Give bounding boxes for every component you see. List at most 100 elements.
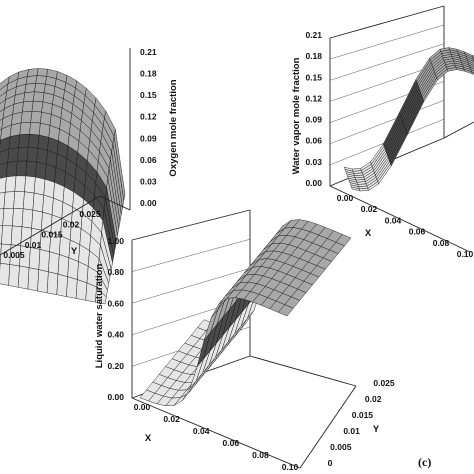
- liquid-z-tick-3: 0.40: [107, 330, 124, 340]
- panel-water-vapor: 0.210.180.150.120.090.060.030.00 0.000.0…: [291, 5, 474, 259]
- liquid-y-tick-5: 0: [328, 458, 333, 468]
- oxygen-z-tick-7: 0.00: [140, 198, 157, 208]
- oxygen-surface-cell: [75, 279, 88, 301]
- liquid-z-axis-label: Liquid water saturation: [94, 264, 105, 369]
- liquid-x-tick-3: 0.06: [223, 438, 240, 448]
- vapor-x-tick-labels: 0.00 0.02 0.04 0.06 0.08 0.10: [337, 193, 474, 259]
- oxygen-z-tick-1: 0.18: [140, 69, 157, 79]
- liquid-y-tick-3: 0.01: [343, 426, 360, 436]
- vapor-surface-cell: [351, 168, 362, 172]
- oxygen-surface-cell: [0, 263, 11, 286]
- liquid-y-tick-2: 0.015: [352, 410, 374, 420]
- panel-oxygen: 0.210.180.150.120.090.060.030.00 0.0250.…: [0, 47, 179, 305]
- liquid-z-tick-4: 0.20: [107, 361, 124, 371]
- oxygen-surface-cell: [6, 160, 18, 178]
- oxygen-surface-cell: [21, 208, 34, 229]
- vapor-surface-cell: [469, 66, 474, 72]
- oxygen-surface-cell: [7, 147, 19, 163]
- oxygen-surface-cell: [66, 276, 78, 299]
- liquid-front-edge: [131, 397, 301, 469]
- oxygen-surface-cell: [95, 286, 107, 305]
- vapor-z-tick-3: 0.12: [305, 93, 322, 103]
- liquid-right-edge: [299, 385, 357, 469]
- oxygen-z-tick-4: 0.09: [140, 133, 157, 143]
- oxygen-surface-cell: [20, 111, 33, 124]
- oxygen-surface-cell: [35, 161, 47, 180]
- oxygen-y-tick-3: 0.01: [25, 240, 42, 250]
- oxygen-z-tick-0: 0.21: [140, 47, 157, 57]
- liquid-y-axis-label: Y: [373, 424, 380, 435]
- oxygen-surface-cell: [28, 247, 41, 270]
- oxygen-surface-cell: [43, 178, 55, 199]
- oxygen-surface-cell: [30, 111, 42, 124]
- oxygen-surface-cell: [15, 160, 28, 177]
- vapor-x-tick-3: 0.06: [409, 227, 426, 237]
- oxygen-y-tick-0: 0.025: [79, 209, 101, 219]
- oxygen-z-tick-5: 0.06: [140, 155, 157, 165]
- liquid-z-tick-5: 0.00: [107, 392, 124, 402]
- oxygen-surface-cell: [36, 68, 49, 77]
- vapor-back-base: [443, 121, 474, 139]
- liquid-x-tick-4: 0.08: [252, 450, 269, 460]
- vapor-z-tick-2: 0.15: [305, 72, 322, 82]
- liquid-surface-cell: [335, 234, 352, 247]
- oxygen-surface-cell: [1, 225, 13, 245]
- liquid-x-tick-labels: 0.00 0.02 0.04 0.06 0.08 0.10: [134, 402, 299, 472]
- vapor-surface-cell: [470, 69, 474, 73]
- oxygen-surface-cell: [24, 83, 36, 93]
- liquid-grid-line: [131, 238, 251, 272]
- oxygen-y-axis-label: Y: [71, 246, 78, 257]
- oxygen-surface-cell: [22, 100, 34, 113]
- oxygen-z-axis-label: Oxygen mole fraction: [168, 79, 179, 176]
- vapor-z-tick-5: 0.06: [305, 136, 322, 146]
- oxygen-base-edge-front: [0, 195, 101, 256]
- oxygen-surface-cell: [32, 91, 45, 103]
- oxygen-surface-cell: [17, 265, 30, 290]
- oxygen-z-tick-2: 0.15: [140, 90, 157, 100]
- oxygen-z-tick-6: 0.03: [140, 176, 157, 186]
- oxygen-surface-cell: [42, 194, 54, 216]
- liquid-z-tick-labels: 1.00 0.80 0.60 0.40 0.20 0.00: [107, 236, 124, 402]
- vapor-grid-line: [329, 100, 445, 144]
- vapor-surface-cell: [468, 64, 474, 70]
- oxygen-surface-cell: [13, 191, 25, 210]
- oxygen-surface-cell: [56, 273, 68, 297]
- liquid-z-tick-2: 0.60: [107, 298, 124, 308]
- oxygen-z-tick-labels: 0.21 0.18 0.15 0.12 0.09 0.06 0.03 0.00: [140, 47, 157, 208]
- oxygen-surface-cell: [25, 160, 37, 178]
- oxygen-surface-cell: [27, 267, 40, 292]
- oxygen-surface-cell: [46, 271, 59, 295]
- oxygen-surface: [0, 68, 126, 305]
- vapor-x-tick-5: 0.10: [457, 249, 474, 259]
- liquid-y-tick-labels: 0.025 0.02 0.015 0.01 0.005 0: [328, 378, 395, 468]
- liquid-grid-line: [131, 268, 251, 304]
- oxygen-surface-cell: [19, 122, 31, 135]
- vapor-z-tick-labels: 0.21 0.18 0.15 0.12 0.09 0.06 0.03 0.00: [305, 30, 322, 188]
- vapor-x-tick-0: 0.00: [337, 193, 354, 203]
- oxygen-surface-cell: [25, 75, 38, 85]
- panel-c-tag: (c): [418, 455, 431, 469]
- vapor-surface: [343, 47, 474, 192]
- vapor-surface-cell: [468, 62, 474, 68]
- vapor-z-tick-4: 0.09: [305, 115, 322, 125]
- oxygen-surface-cell: [26, 146, 39, 163]
- liquid-x-tick-1: 0.02: [163, 414, 180, 424]
- liquid-z-tick-1: 0.80: [107, 267, 124, 277]
- liquid-x-tick-5: 0.10: [282, 462, 299, 472]
- oxygen-surface-cell: [24, 175, 36, 194]
- oxygen-surface-cell: [8, 134, 21, 150]
- vapor-top-edge: [329, 5, 445, 39]
- oxygen-surface-cell: [3, 191, 16, 209]
- liquid-x-tick-0: 0.00: [134, 402, 151, 412]
- liquid-surface: [139, 219, 352, 407]
- oxygen-y-tick-1: 0.02: [63, 219, 80, 229]
- oxygen-surface-cell: [12, 207, 24, 228]
- oxygen-surface-cell: [37, 134, 50, 151]
- vapor-grid-line: [329, 24, 445, 60]
- oxygen-surface-cell: [35, 75, 47, 85]
- oxygen-surface-cell: [32, 192, 45, 213]
- vapor-z-axis-label: Water vapor mole fraction: [291, 57, 302, 174]
- oxygen-surface-cell: [36, 147, 48, 165]
